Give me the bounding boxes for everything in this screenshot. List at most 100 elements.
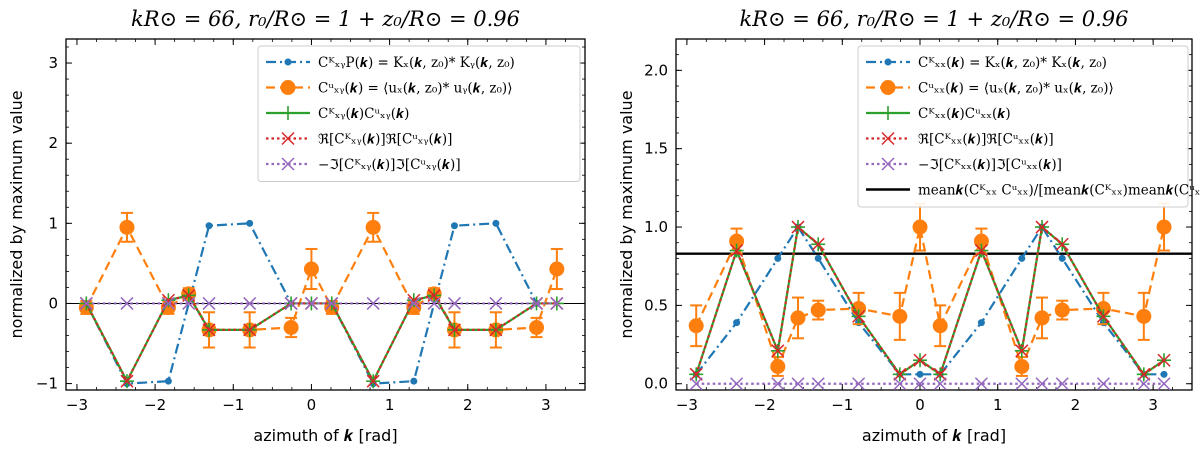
plot-frame bbox=[675, 38, 1193, 391]
legend-marker bbox=[880, 80, 896, 95]
data-point bbox=[1035, 377, 1049, 391]
x-tick-label: 3 bbox=[1148, 396, 1158, 414]
data-point bbox=[1137, 377, 1151, 391]
series-line bbox=[85, 294, 557, 383]
series-line bbox=[695, 225, 1166, 368]
y-tick-label: 2 bbox=[48, 134, 58, 152]
legend-marker bbox=[881, 131, 895, 146]
data-point bbox=[892, 308, 908, 324]
y-axis-label: normalized by maximum value bbox=[617, 90, 636, 338]
data-point bbox=[771, 344, 785, 358]
legend-label: −ℑ[Cᴷₓₓ(𝒌)]ℑ[Cᵘₓₓ(𝒌)] bbox=[918, 157, 1062, 173]
data-point bbox=[932, 318, 948, 334]
legend-marker bbox=[281, 106, 295, 120]
data-point bbox=[733, 319, 741, 327]
data-point bbox=[729, 233, 745, 249]
data-point bbox=[1035, 220, 1049, 234]
data-point bbox=[325, 296, 339, 310]
data-point bbox=[770, 358, 786, 374]
data-point bbox=[689, 377, 703, 391]
data-point bbox=[284, 296, 298, 310]
series-4 bbox=[689, 220, 1171, 381]
data-point bbox=[688, 318, 704, 334]
data-point bbox=[366, 296, 380, 310]
x-axis-label: azimuth of 𝒌 [rad] bbox=[253, 426, 397, 445]
x-tick-label: 1 bbox=[993, 396, 1003, 414]
series-line bbox=[85, 294, 557, 383]
data-point bbox=[489, 296, 503, 310]
y-tick-label: −1 bbox=[36, 375, 58, 393]
legend: CᴷₓᵧP(𝒌) = Kₓ(𝒌, z₀)* Kᵧ(𝒌, z₀) Cᵘₓᵧ(𝒌) =… bbox=[257, 45, 581, 182]
data-point bbox=[407, 296, 421, 310]
data-point bbox=[1015, 344, 1029, 358]
data-point bbox=[366, 374, 380, 388]
data-point bbox=[120, 374, 134, 388]
legend-marker bbox=[884, 58, 892, 66]
data-point bbox=[933, 377, 947, 391]
data-point bbox=[916, 370, 924, 378]
data-point bbox=[246, 219, 254, 227]
data-point bbox=[810, 302, 826, 318]
legend-marker bbox=[284, 58, 292, 66]
data-point bbox=[1156, 219, 1172, 235]
data-point bbox=[205, 222, 213, 230]
legend-label: CᴷₓᵧP(𝒌) = Kₓ(𝒌, z₀)* Kᵧ(𝒌, z₀) bbox=[318, 55, 515, 71]
data-point bbox=[893, 367, 907, 381]
data-point bbox=[450, 222, 458, 230]
data-point bbox=[202, 323, 216, 337]
legend-label: mean𝒌(Cᴷₓₓ Cᵘₓₓ)/[mean𝒌(Cᴷₓₓ)mean𝒌(Cᵘₓₓ)… bbox=[918, 183, 1200, 199]
data-point bbox=[530, 296, 544, 310]
legend-label: Cᵘₓᵧ(𝒌) = ⟨uₓ(𝒌, z₀)* uᵧ(𝒌, z₀)⟩ bbox=[318, 81, 512, 97]
legend-marker bbox=[281, 131, 295, 146]
data-point bbox=[1096, 377, 1110, 391]
data-point bbox=[1018, 254, 1026, 262]
data-point bbox=[549, 261, 565, 277]
data-point bbox=[447, 296, 461, 310]
data-point bbox=[161, 296, 175, 310]
data-point bbox=[489, 323, 503, 337]
legend-marker bbox=[280, 80, 296, 95]
data-point bbox=[304, 296, 318, 310]
y-tick-label: 2.0 bbox=[644, 61, 668, 79]
data-point bbox=[243, 296, 257, 310]
x-tick-label: 1 bbox=[385, 396, 395, 414]
data-point bbox=[550, 296, 564, 310]
series-5 bbox=[79, 296, 564, 310]
data-point bbox=[811, 377, 825, 391]
data-point bbox=[912, 219, 928, 235]
data-point bbox=[771, 377, 785, 391]
data-point bbox=[893, 377, 907, 391]
series-5 bbox=[689, 377, 1171, 391]
chart-title: kR⊙ = 66, r₀/R⊙ = 1 + z₀/R⊙ = 0.96 bbox=[131, 7, 520, 31]
x-tick-label: −3 bbox=[676, 396, 698, 414]
data-point bbox=[1136, 308, 1152, 324]
data-point bbox=[973, 233, 989, 249]
data-point bbox=[243, 323, 257, 337]
data-point bbox=[303, 261, 319, 277]
data-point bbox=[202, 296, 216, 310]
data-point bbox=[774, 254, 782, 262]
data-point bbox=[933, 367, 947, 381]
x-tick-label: −1 bbox=[222, 396, 244, 414]
x-tick-label: 3 bbox=[541, 396, 551, 414]
data-point bbox=[814, 254, 822, 262]
x-tick-label: 2 bbox=[1071, 396, 1081, 414]
data-point bbox=[182, 296, 196, 310]
y-tick-label: 0.5 bbox=[644, 296, 668, 314]
x-tick-label: 2 bbox=[463, 396, 473, 414]
legend: Cᴷₓₓ(𝒌) = Kₓ(𝒌, z₀)* Kₓ(𝒌, z₀) Cᵘₓₓ(𝒌) = … bbox=[857, 45, 1200, 208]
data-point bbox=[1096, 309, 1110, 323]
legend-label: ℜ[Cᴷₓₓ(𝒌)]ℜ[Cᵘₓₓ(𝒌)] bbox=[918, 132, 1054, 148]
legend-box bbox=[857, 45, 1189, 208]
series-line bbox=[695, 225, 1165, 376]
legend-label: Cᴷₓₓ(𝒌) = Kₓ(𝒌, z₀)* Kₓ(𝒌, z₀) bbox=[918, 55, 1107, 71]
legend-marker bbox=[281, 157, 295, 171]
data-point bbox=[1157, 377, 1171, 391]
data-point bbox=[913, 353, 927, 367]
data-point bbox=[790, 310, 806, 326]
legend-box bbox=[257, 45, 581, 182]
series-line bbox=[695, 225, 1165, 376]
data-point bbox=[811, 237, 825, 251]
data-point bbox=[913, 377, 927, 391]
